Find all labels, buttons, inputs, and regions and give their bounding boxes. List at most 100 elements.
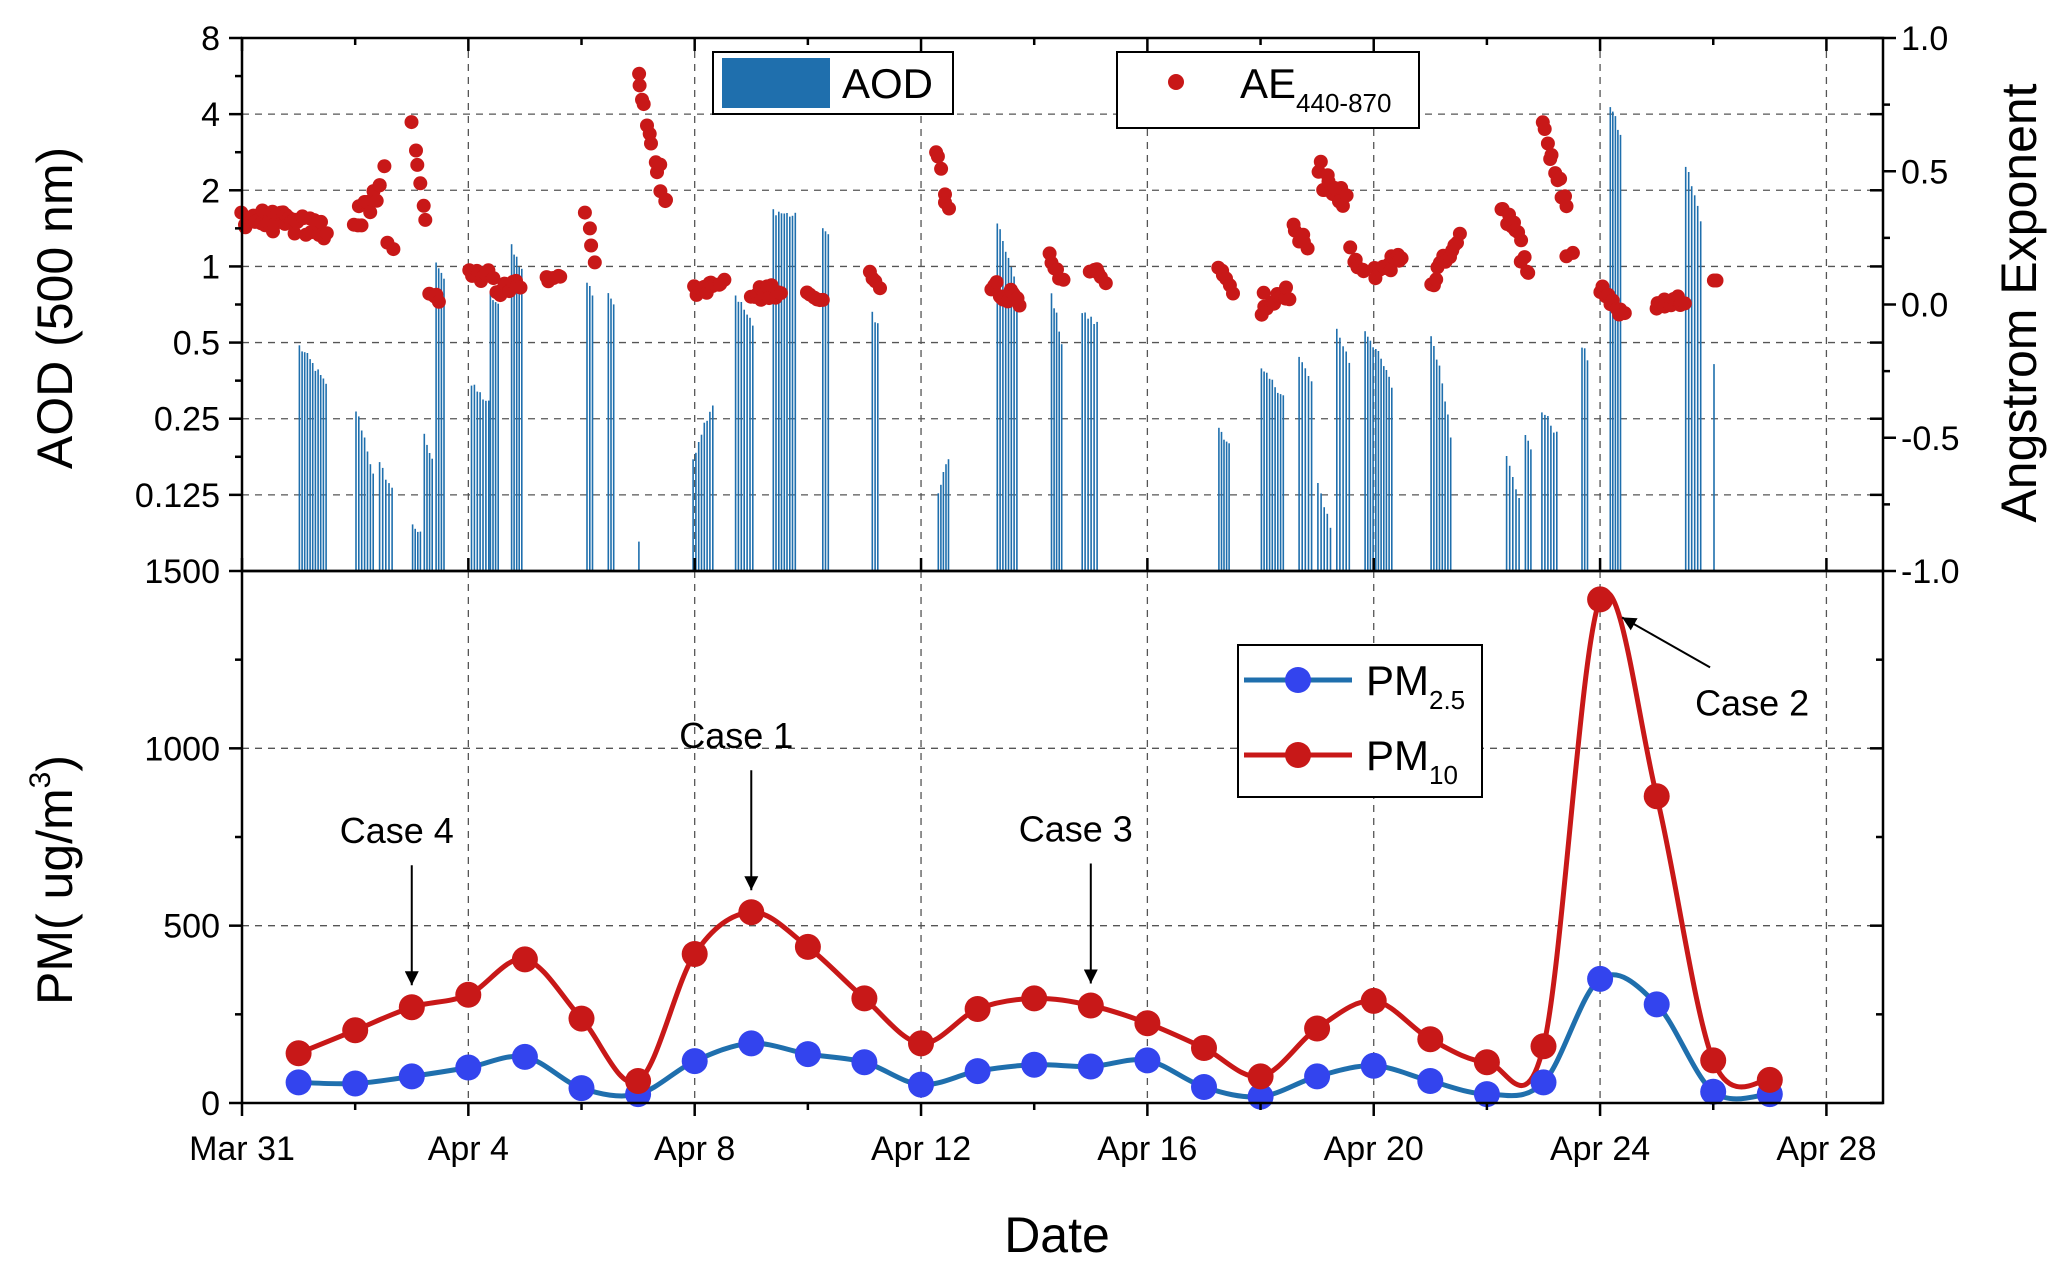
ae-point xyxy=(1429,272,1444,287)
ae-point xyxy=(1226,286,1240,301)
aod-bar xyxy=(319,375,322,571)
aod-bar xyxy=(510,244,513,571)
aod-bar xyxy=(1096,321,1098,571)
pm10-legend-name: PM xyxy=(1366,732,1429,779)
aod-bar xyxy=(1013,276,1015,571)
pm25-point xyxy=(1700,1078,1727,1105)
top-axes: 0.125 0.25 0.5 1 2 4 8 -1.0 -0.5 0.0 0.5 1.0 xyxy=(135,20,1960,591)
ae-point xyxy=(1335,198,1350,213)
ae-point xyxy=(267,217,282,232)
pm10-point xyxy=(1077,992,1104,1019)
ae-point xyxy=(410,157,425,172)
aod-bar xyxy=(1263,371,1265,571)
pm10-point xyxy=(342,1017,369,1044)
pm25-point xyxy=(794,1041,821,1068)
aod-bar xyxy=(1010,267,1013,571)
pm25-point xyxy=(511,1043,538,1070)
pm25-point xyxy=(1587,965,1614,992)
aod-bar xyxy=(1342,346,1344,571)
aod-bar xyxy=(518,267,520,571)
ae-point xyxy=(1394,251,1409,266)
aod-bar xyxy=(1438,365,1441,571)
aod-bar xyxy=(1007,257,1010,571)
aod-bar xyxy=(740,302,743,571)
top-y2-tick-label: -0.5 xyxy=(1901,420,1960,458)
pm10-point xyxy=(285,1040,312,1067)
pm25-point xyxy=(398,1063,425,1090)
x-tick-label: Apr 28 xyxy=(1776,1130,1876,1168)
aod-bar xyxy=(1391,387,1393,571)
ae-point xyxy=(773,286,788,301)
ae-point xyxy=(1517,250,1532,265)
pm25-point xyxy=(1417,1068,1444,1094)
aod-bar xyxy=(440,272,443,571)
aod-bar xyxy=(1449,437,1452,571)
annotation-label: Case 1 xyxy=(679,715,793,756)
aod-bar xyxy=(314,370,317,571)
aod-bar xyxy=(325,383,327,571)
pm25-point xyxy=(568,1075,595,1102)
aod-bar xyxy=(996,223,999,571)
aod-bar xyxy=(772,209,775,571)
aod-bar xyxy=(692,459,694,571)
aod-bar xyxy=(1339,337,1341,571)
aod-bar xyxy=(1336,328,1338,571)
pm10-point xyxy=(398,994,425,1021)
aod-bar xyxy=(1687,172,1690,571)
ae-point xyxy=(1559,199,1574,214)
bottom-axes: 0 500 1000 1500 Mar 31 Apr 4 Apr 8 Apr 12 Apr 16… xyxy=(144,553,1885,1168)
aod-bar xyxy=(700,434,703,571)
aod-bar xyxy=(485,400,487,571)
pm10-point xyxy=(681,941,708,967)
ae-point xyxy=(1343,240,1358,255)
aod-bar xyxy=(1544,414,1546,571)
aod-bar xyxy=(1713,364,1715,571)
bottom-y-tick-label: 500 xyxy=(163,908,220,946)
ae-point xyxy=(413,176,428,191)
pm10-point xyxy=(511,946,538,973)
aod-bar xyxy=(419,531,422,571)
aod-bar xyxy=(1060,344,1063,571)
aod-bar xyxy=(1518,498,1520,571)
aod-bar xyxy=(695,452,697,571)
annotation-label: Case 4 xyxy=(340,810,454,851)
pm25-point xyxy=(1304,1063,1331,1090)
bottom-y-tick-label: 0 xyxy=(201,1085,220,1123)
ae-point xyxy=(1339,188,1354,203)
ae-point xyxy=(287,226,302,241)
top-y-tick-label: 0.25 xyxy=(154,401,220,439)
aod-ae-panel: 0.125 0.25 0.5 1 2 4 8 -1.0 -0.5 0.0 0.5 1.0 AOD AE… xyxy=(27,20,2047,591)
ae-point xyxy=(1282,292,1297,307)
pm25-point xyxy=(1077,1053,1104,1080)
top-y2-axis-title: Angstrom Exponent xyxy=(1991,83,2047,522)
aod-bar xyxy=(1586,360,1589,571)
pm10-point xyxy=(1417,1026,1444,1053)
aod-bars xyxy=(298,107,1715,572)
aod-bar xyxy=(360,430,363,571)
pm25-point xyxy=(738,1030,765,1057)
ae-legend-subscript: 440-870 xyxy=(1296,88,1391,118)
ae-point xyxy=(1544,148,1559,162)
aod-bar xyxy=(306,353,309,571)
aod-bar xyxy=(1348,362,1351,571)
aod-bar xyxy=(1323,507,1325,571)
ae-point xyxy=(1537,122,1552,136)
aod-bar xyxy=(488,400,490,571)
aod-bar xyxy=(737,301,740,571)
ae-point xyxy=(873,281,887,296)
aod-bar xyxy=(1541,412,1543,571)
ae-point xyxy=(354,218,369,233)
aod-bar xyxy=(426,444,428,571)
ae-point xyxy=(930,149,945,164)
aod-bar xyxy=(1002,241,1004,571)
aod-bar xyxy=(489,292,492,571)
aod-bar xyxy=(1277,392,1279,571)
aod-bar xyxy=(749,317,751,571)
pm10-point xyxy=(1247,1063,1274,1090)
ae-dots xyxy=(234,66,1724,322)
pm10-point xyxy=(851,985,878,1012)
ae-legend-marker xyxy=(1168,74,1184,90)
aod-bar xyxy=(789,216,791,571)
aod-bar xyxy=(322,378,325,571)
